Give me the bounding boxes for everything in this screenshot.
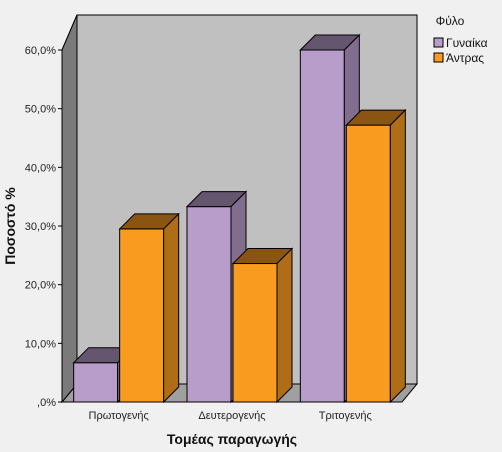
legend-label: Γυναίκα (446, 36, 488, 50)
x-axis-title: Τομέας παραγωγής (167, 431, 297, 447)
bar-Άντρας-Τριτογενής (345, 124, 391, 403)
y-tick-label: ,0% (37, 397, 56, 409)
side-wall (61, 14, 78, 404)
y-axis-title: Ποσοστό % (2, 187, 18, 265)
bar-side (389, 108, 406, 404)
legend-swatch (433, 52, 444, 63)
bars (72, 33, 407, 404)
x-tick-label: Δευτερογενής (198, 410, 265, 422)
y-axis: ,0% 10,0% 20,0% 30,0% 40,0% 50,0% 60,0% (25, 45, 62, 409)
bar-Γυναίκα-Δευτερογενής (186, 206, 232, 403)
y-tick-label: 20,0% (25, 280, 56, 292)
y-tick-label: 60,0% (25, 45, 56, 57)
legend-label: Άντρας (446, 51, 484, 65)
legend-swatch (433, 37, 444, 48)
bar-side (276, 247, 293, 404)
y-tick-label: 30,0% (25, 221, 56, 233)
bar-Γυναίκα-Τριτογενής (299, 49, 345, 403)
bar-Γυναίκα-Πρωτογενής (73, 362, 119, 403)
x-tick-label: Τριτογενής (319, 410, 372, 422)
bar-side (163, 212, 180, 404)
x-axis: Πρωτογενής Δευτερογενής Τριτογενής (89, 410, 372, 422)
legend-title: Φύλο (436, 14, 465, 28)
y-tick-label: 50,0% (25, 104, 56, 116)
bar-Άντρας-Πρωτογενής (119, 228, 165, 403)
bar-Άντρας-Δευτερογενής (232, 263, 278, 403)
y-tick-label: 10,0% (25, 338, 56, 350)
x-tick-label: Πρωτογενής (89, 410, 149, 422)
y-tick-label: 40,0% (25, 162, 56, 174)
